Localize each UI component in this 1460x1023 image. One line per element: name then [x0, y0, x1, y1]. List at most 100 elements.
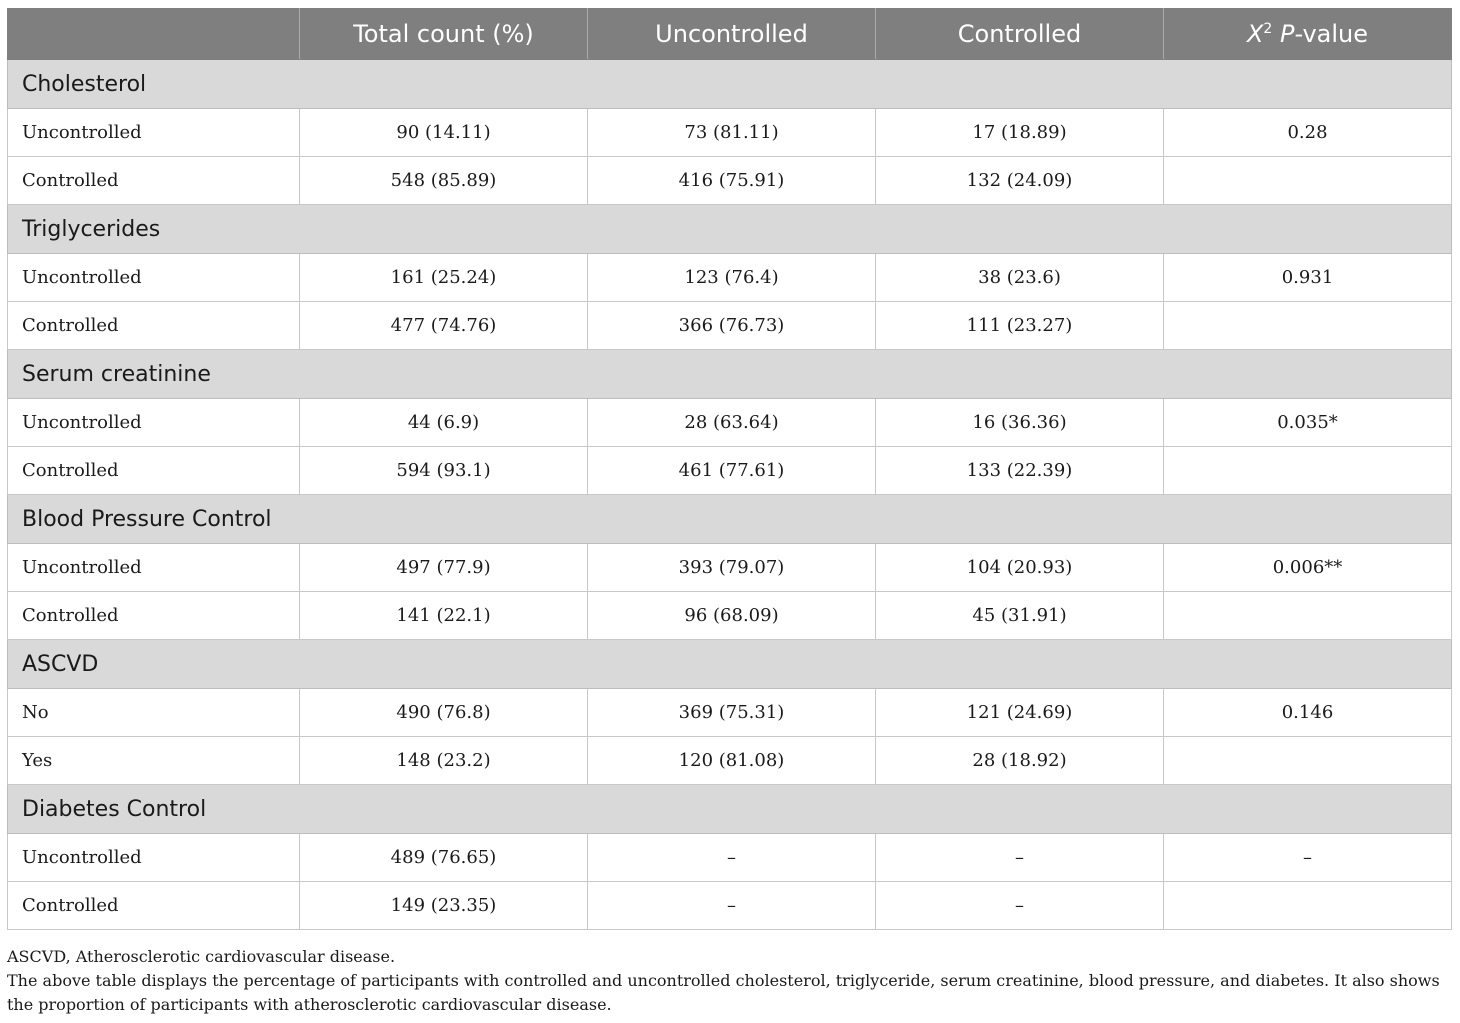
row-label: Controlled [7, 881, 300, 930]
header-total-count: Total count (%) [299, 8, 588, 60]
table-row: Yes 148 (23.2) 120 (81.08) 28 (18.92) [7, 736, 1452, 785]
cell-total: 90 (14.11) [299, 108, 588, 157]
section-row: ASCVD [7, 639, 1452, 689]
footnote-abbreviation: ASCVD, Atherosclerotic cardiovascular di… [7, 947, 396, 966]
cell-p-value [1163, 156, 1452, 205]
cell-p-value [1163, 301, 1452, 350]
table-container: Total count (%) Uncontrolled Controlled … [7, 8, 1452, 930]
header-uncontrolled: Uncontrolled [587, 8, 876, 60]
header-p-value-x: X [1246, 20, 1264, 48]
cell-uncontrolled: 416 (75.91) [587, 156, 876, 205]
cell-controlled: 38 (23.6) [875, 253, 1164, 302]
section-title: ASCVD [7, 639, 1452, 689]
cell-p-value [1163, 591, 1452, 640]
results-table: Total count (%) Uncontrolled Controlled … [7, 8, 1452, 930]
cell-controlled: 28 (18.92) [875, 736, 1164, 785]
cell-p-value: 0.035* [1163, 398, 1452, 447]
header-p-value-rest: -value [1294, 20, 1369, 48]
cell-total: 477 (74.76) [299, 301, 588, 350]
cell-total: 161 (25.24) [299, 253, 588, 302]
cell-p-value [1163, 446, 1452, 495]
cell-uncontrolled: – [587, 833, 876, 882]
section-row: Diabetes Control [7, 784, 1452, 834]
cell-p-value: 0.006** [1163, 543, 1452, 592]
cell-controlled: 45 (31.91) [875, 591, 1164, 640]
row-label: No [7, 688, 300, 737]
cell-total: 148 (23.2) [299, 736, 588, 785]
section-row: Serum creatinine [7, 349, 1452, 399]
table-row: Uncontrolled 161 (25.24) 123 (76.4) 38 (23.… [7, 253, 1452, 302]
section-title: Blood Pressure Control [7, 494, 1452, 544]
header-variable [7, 8, 300, 60]
cell-controlled: 121 (24.69) [875, 688, 1164, 737]
header-p-value-p: P [1279, 20, 1295, 48]
table-row: Controlled 141 (22.1) 96 (68.09) 45 (31.91) [7, 591, 1452, 640]
table-body: Cholesterol Uncontrolled 90 (14.11) 73 (81.… [7, 59, 1452, 930]
table-row: Controlled 149 (23.35) – – [7, 881, 1452, 930]
header-row: Total count (%) Uncontrolled Controlled … [7, 8, 1452, 60]
cell-total: 497 (77.9) [299, 543, 588, 592]
cell-controlled: 16 (36.36) [875, 398, 1164, 447]
cell-p-value: – [1163, 833, 1452, 882]
header-p-value-sup: 2 [1263, 21, 1273, 37]
cell-p-value: 0.146 [1163, 688, 1452, 737]
cell-total: 149 (23.35) [299, 881, 588, 930]
row-label: Controlled [7, 156, 300, 205]
cell-controlled: 17 (18.89) [875, 108, 1164, 157]
cell-uncontrolled: 120 (81.08) [587, 736, 876, 785]
cell-total: 489 (76.65) [299, 833, 588, 882]
cell-uncontrolled: 123 (76.4) [587, 253, 876, 302]
cell-p-value: 0.28 [1163, 108, 1452, 157]
cell-controlled: 132 (24.09) [875, 156, 1164, 205]
cell-total: 490 (76.8) [299, 688, 588, 737]
cell-p-value [1163, 881, 1452, 930]
table-row: Controlled 548 (85.89) 416 (75.91) 132 (24.… [7, 156, 1452, 205]
cell-uncontrolled: 461 (77.61) [587, 446, 876, 495]
cell-controlled: 133 (22.39) [875, 446, 1164, 495]
table-row: Controlled 594 (93.1) 461 (77.61) 133 (22.3… [7, 446, 1452, 495]
table-row: Uncontrolled 44 (6.9) 28 (63.64) 16 (36.36)… [7, 398, 1452, 447]
row-label: Uncontrolled [7, 108, 300, 157]
section-title: Cholesterol [7, 59, 1452, 109]
row-label: Uncontrolled [7, 253, 300, 302]
table-row: No 490 (76.8) 369 (75.31) 121 (24.69) 0.146 [7, 688, 1452, 737]
cell-total: 548 (85.89) [299, 156, 588, 205]
cell-p-value [1163, 736, 1452, 785]
table-row: Controlled 477 (74.76) 366 (76.73) 111 (23.… [7, 301, 1452, 350]
cell-controlled: – [875, 881, 1164, 930]
cell-controlled: 111 (23.27) [875, 301, 1164, 350]
cell-total: 141 (22.1) [299, 591, 588, 640]
header-controlled: Controlled [875, 8, 1164, 60]
cell-controlled: – [875, 833, 1164, 882]
cell-uncontrolled: 28 (63.64) [587, 398, 876, 447]
cell-uncontrolled: 366 (76.73) [587, 301, 876, 350]
cell-p-value: 0.931 [1163, 253, 1452, 302]
row-label: Controlled [7, 591, 300, 640]
row-label: Uncontrolled [7, 398, 300, 447]
section-row: Blood Pressure Control [7, 494, 1452, 544]
table-row: Uncontrolled 497 (77.9) 393 (79.07) 104 (20… [7, 543, 1452, 592]
footnote-description: The above table displays the percentage … [7, 971, 1440, 1014]
row-label: Uncontrolled [7, 833, 300, 882]
cell-uncontrolled: 96 (68.09) [587, 591, 876, 640]
row-label: Uncontrolled [7, 543, 300, 592]
cell-total: 44 (6.9) [299, 398, 588, 447]
cell-uncontrolled: 393 (79.07) [587, 543, 876, 592]
cell-controlled: 104 (20.93) [875, 543, 1164, 592]
section-title: Triglycerides [7, 204, 1452, 254]
table-row: Uncontrolled 489 (76.65) – – – [7, 833, 1452, 882]
section-title: Diabetes Control [7, 784, 1452, 834]
cell-total: 594 (93.1) [299, 446, 588, 495]
cell-uncontrolled: – [587, 881, 876, 930]
section-title: Serum creatinine [7, 349, 1452, 399]
section-row: Triglycerides [7, 204, 1452, 254]
row-label: Controlled [7, 446, 300, 495]
cell-uncontrolled: 369 (75.31) [587, 688, 876, 737]
cell-uncontrolled: 73 (81.11) [587, 108, 876, 157]
section-row: Cholesterol [7, 59, 1452, 109]
table-header: Total count (%) Uncontrolled Controlled … [7, 8, 1452, 60]
table-row: Uncontrolled 90 (14.11) 73 (81.11) 17 (18.8… [7, 108, 1452, 157]
table-footnotes: ASCVD, Atherosclerotic cardiovascular di… [7, 945, 1455, 1017]
row-label: Yes [7, 736, 300, 785]
header-p-value: X2 P-value [1163, 8, 1452, 60]
